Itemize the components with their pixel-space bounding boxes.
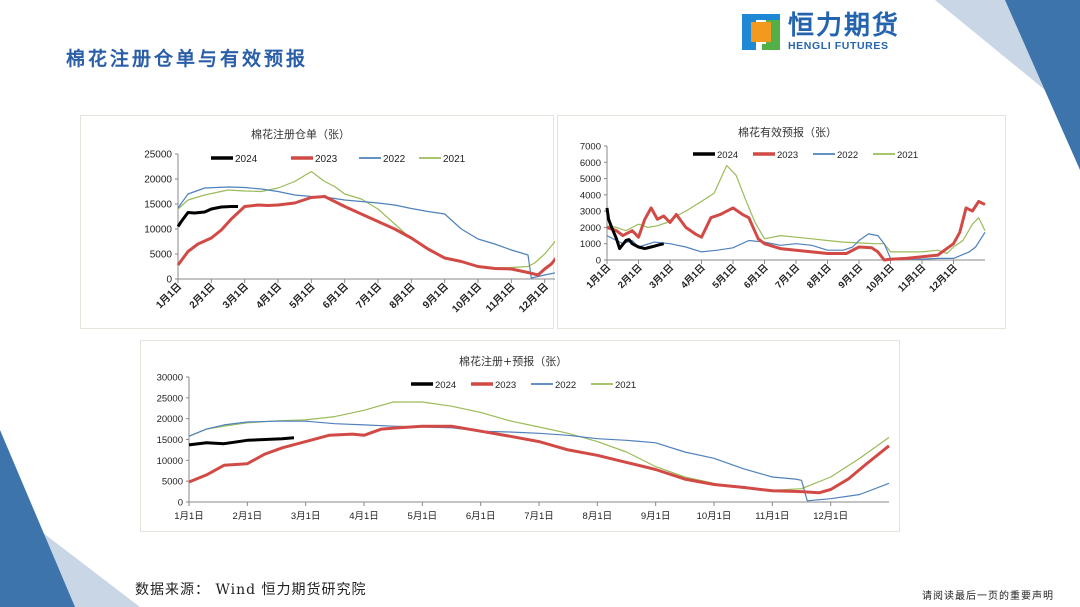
x-tick-label: 2月1日 [187,281,217,311]
hengli-logo-icon [742,14,780,50]
x-tick-label: 6月1日 [742,262,771,291]
x-tick-label: 11月1日 [755,511,789,522]
x-tick-label: 9月1日 [836,262,865,291]
y-tick-label: 10000 [157,456,183,467]
y-tick-label: 2000 [580,223,601,234]
x-tick-label: 7月1日 [524,511,554,522]
legend-label: 2024 [435,380,456,391]
x-tick-label: 12月1日 [813,511,848,522]
y-tick-label: 20000 [144,175,172,186]
x-tick-label: 12月1日 [927,262,959,294]
series-line-2024 [188,436,295,447]
x-tick-label: 5月1日 [710,262,739,291]
logo-english-name: HENGLI FUTURES [788,40,889,52]
y-tick-label: 25000 [157,393,183,404]
y-tick-label: 4000 [580,190,601,201]
chart-title: 棉花有效预报（张） [738,126,837,139]
series-line-2023 [188,424,890,495]
y-tick-label: 5000 [150,250,173,261]
y-tick-label: 30000 [157,373,183,384]
x-tick-label: 1月1日 [584,262,613,291]
logo-chinese-name: 恒力期货 [788,11,901,41]
x-tick-label: 8月1日 [805,262,834,291]
y-tick-label: 5000 [580,174,601,185]
chart-title: 棉花注册+预报（张） [459,355,568,368]
y-tick-label: 25000 [144,150,172,161]
y-tick-label: 20000 [157,414,183,425]
x-tick-label: 11月1日 [896,262,928,294]
series-line-2022 [606,231,986,260]
x-tick-label: 6月1日 [320,281,350,311]
x-tick-label: 5月1日 [287,281,317,311]
y-tick-label: 0 [166,275,172,286]
legend-label: 2024 [235,154,258,165]
y-tick-label: 7000 [580,142,601,153]
legend-label: 2024 [717,150,738,161]
x-tick-label: 10月1日 [697,511,732,522]
x-tick-label: 5月1日 [408,511,438,522]
chart-title: 棉花注册仓单（张） [251,128,350,141]
series-line-2021 [606,164,986,255]
y-tick-label: 5000 [162,477,183,488]
y-tick-label: 1000 [580,239,601,250]
data-source-note: 数据来源： Wind 恒力期货研究院 [135,582,367,598]
x-tick-label: 7月1日 [773,262,802,291]
x-tick-label: 10月1日 [864,262,896,294]
series-line-2023 [606,199,986,262]
x-tick-label: 12月1日 [516,281,550,315]
x-tick-label: 3月1日 [220,281,250,311]
series-line-2022 [188,420,890,502]
series-line-2023 [176,195,555,277]
legend-label: 2023 [777,150,798,161]
chart-registered-plus-forecasts: 棉花注册+预报（张） 0 5000 10000 15000 20000 25000 3000… [140,340,900,532]
x-tick-label: 3月1日 [291,511,321,522]
x-tick-label: 4月1日 [679,262,708,291]
series-line-2024 [176,205,238,228]
legend-label: 2023 [495,380,516,391]
y-tick-label: 15000 [157,435,183,446]
page-title: 棉花注册仓单与有效预报 [66,48,309,70]
chart-valid-forecasts: 棉花有效预报（张） 0 1000 2000 3000 4000 5000 6000 7000 1… [557,115,1006,329]
legend-label: 2023 [315,154,338,165]
series-line-2022 [177,186,555,279]
y-tick-label: 0 [178,498,183,509]
x-tick-label: 6月1日 [466,511,496,522]
y-tick-label: 15000 [144,200,172,211]
x-tick-label: 4月1日 [254,281,284,311]
y-tick-label: 0 [596,256,601,267]
y-tick-label: 3000 [580,207,601,218]
y-tick-label: 6000 [580,158,601,169]
legend-label: 2022 [555,380,576,391]
x-tick-label: 9月1日 [641,511,671,522]
legend-label: 2022 [837,150,858,161]
series-line-2021 [177,170,555,269]
x-tick-label: 11月1日 [483,281,517,315]
company-logo: 恒力期货 HENGLI FUTURES [742,12,900,52]
chart-registered-warrants: 棉花注册仓单（张） 0 5000 10000 15000 20000 25000 1月1日 2… [80,115,555,329]
x-tick-label: 8月1日 [583,511,613,522]
legend-label: 2022 [383,154,406,165]
x-tick-label: 7月1日 [354,281,384,311]
x-tick-label: 1月1日 [174,511,204,522]
x-tick-label: 3月1日 [647,262,676,291]
series-line-2024 [605,207,665,251]
legend-label: 2021 [443,154,466,165]
disclaimer-note: 请阅读最后一页的重要声明 [922,591,1054,602]
x-tick-label: 4月1日 [349,511,379,522]
y-tick-label: 10000 [144,225,172,236]
x-tick-label: 10月1日 [450,281,484,315]
x-tick-label: 2月1日 [233,511,263,522]
legend-label: 2021 [897,150,918,161]
legend-label: 2021 [615,380,636,391]
x-tick-label: 8月1日 [387,281,417,311]
x-tick-label: 9月1日 [420,281,450,311]
x-tick-label: 2月1日 [616,262,645,291]
